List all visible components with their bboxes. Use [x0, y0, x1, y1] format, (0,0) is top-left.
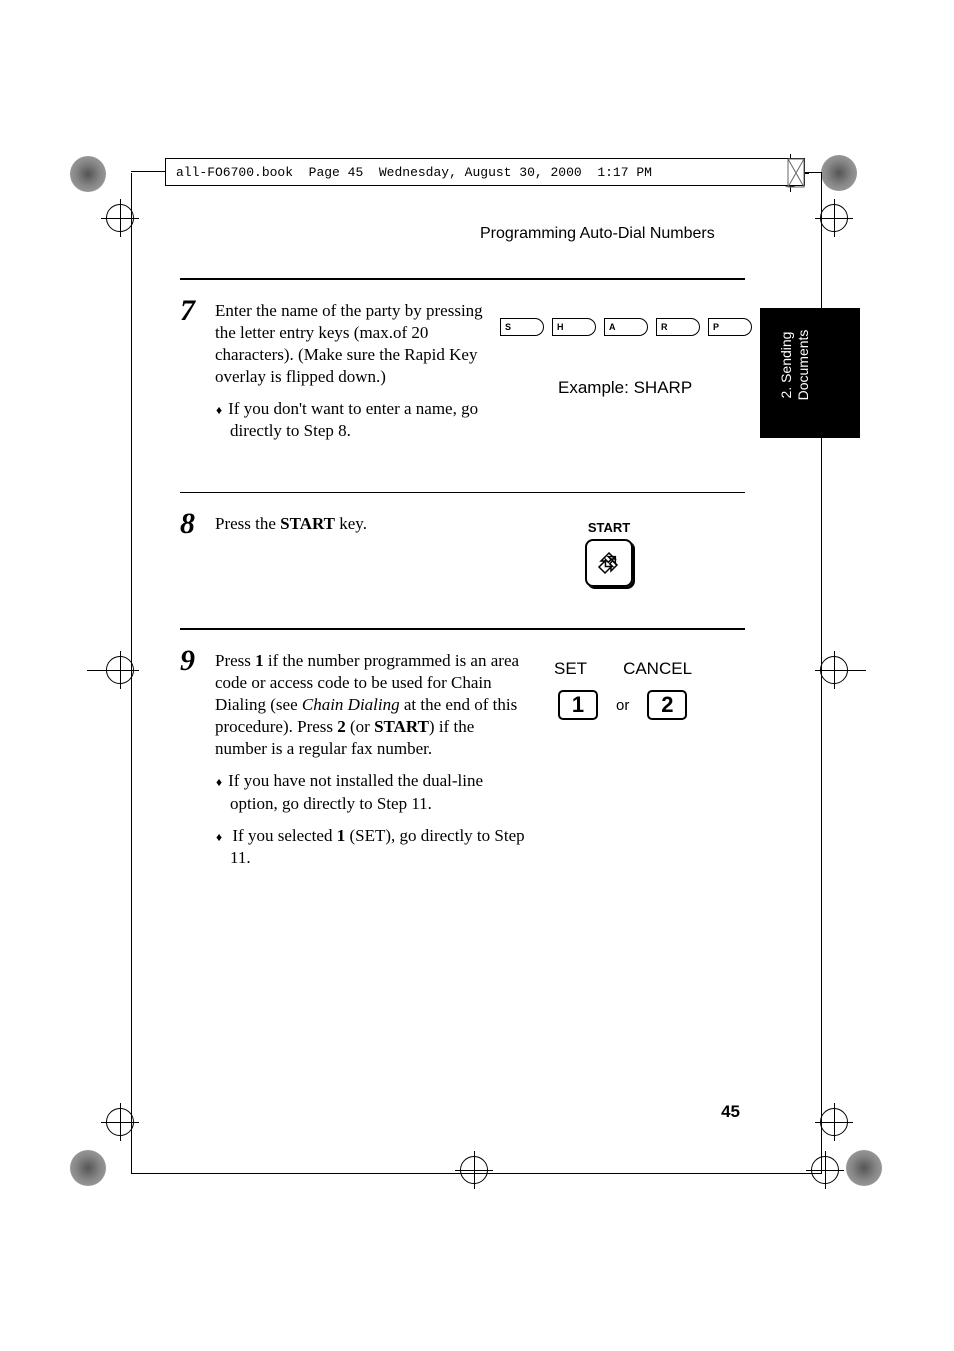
set-cancel-labels: SET CANCEL — [554, 659, 692, 679]
example-label: Example: SHARP — [558, 378, 692, 398]
step-7-bullet: If you don't want to enter a name, go di… — [230, 398, 520, 442]
letter-key-p[interactable]: P — [708, 318, 752, 336]
step-8-body: Press the START key. — [215, 513, 505, 535]
reg-mark-bl2 — [106, 1108, 134, 1136]
step-rule — [180, 492, 745, 493]
reg-mark-bl — [70, 1150, 106, 1186]
page-number: 45 — [721, 1102, 740, 1122]
header-date: Wednesday, August 30, 2000 — [379, 165, 582, 180]
letter-key-s[interactable]: S — [500, 318, 544, 336]
step-9-number: 9 — [180, 644, 195, 678]
step-9-body: Press 1 if the number programmed is an a… — [215, 650, 525, 760]
step-9-bullet2: If you selected 1 (SET), go directly to … — [230, 825, 530, 869]
start-icon — [597, 551, 621, 575]
reg-mark-br — [820, 1108, 848, 1136]
step-7-body: Enter the name of the party by pressing … — [215, 300, 505, 388]
set-label: SET — [554, 659, 587, 679]
start-key[interactable] — [585, 539, 633, 587]
step-8-number: 8 — [180, 507, 195, 541]
side-tab-text: 2. SendingDocuments — [778, 300, 812, 430]
step-rule-thick — [180, 628, 745, 630]
reg-mark-tl2 — [106, 204, 134, 232]
header-filename: all-FO6700.book — [176, 165, 293, 180]
letter-key-row: S H A R P — [500, 318, 752, 336]
step-8: 8 Press the START key. — [180, 513, 745, 535]
reg-mark-br2 — [846, 1150, 882, 1186]
header-pageinfo: Page 45 — [309, 165, 364, 180]
frame-line — [87, 670, 132, 671]
reg-mark-tr2 — [821, 155, 857, 191]
frame-line — [821, 670, 866, 671]
start-key-block: START — [585, 520, 633, 587]
reg-mark-tl — [70, 156, 106, 192]
header-bar: all-FO6700.book Page 45 Wednesday, Augus… — [165, 158, 805, 186]
header-line — [131, 171, 168, 172]
step-7-number: 7 — [180, 294, 195, 328]
running-head: Programming Auto-Dial Numbers — [480, 225, 715, 243]
letter-key-r[interactable]: R — [656, 318, 700, 336]
frame-line — [131, 173, 132, 1173]
num-key-1[interactable]: 1 — [558, 690, 598, 720]
num-key-2[interactable]: 2 — [647, 690, 687, 720]
reg-mark-tr3 — [820, 204, 848, 232]
frame-line — [131, 1173, 822, 1174]
step-9-bullet1: If you have not installed the dual-line … — [230, 770, 530, 814]
header-time: 1:17 PM — [597, 165, 652, 180]
cancel-label: CANCEL — [623, 659, 692, 679]
letter-key-h[interactable]: H — [552, 318, 596, 336]
step-9: 9 Press 1 if the number programmed is an… — [180, 650, 745, 869]
or-text: or — [616, 697, 629, 714]
content-rule — [180, 278, 745, 280]
letter-key-a[interactable]: A — [604, 318, 648, 336]
num-keys-row: 1 or 2 — [558, 690, 687, 720]
start-label: START — [585, 520, 633, 535]
reg-mark-br3 — [811, 1156, 839, 1184]
frame-line — [805, 172, 822, 173]
header-clip-icon — [785, 156, 807, 190]
reg-mark-bc — [460, 1156, 488, 1184]
